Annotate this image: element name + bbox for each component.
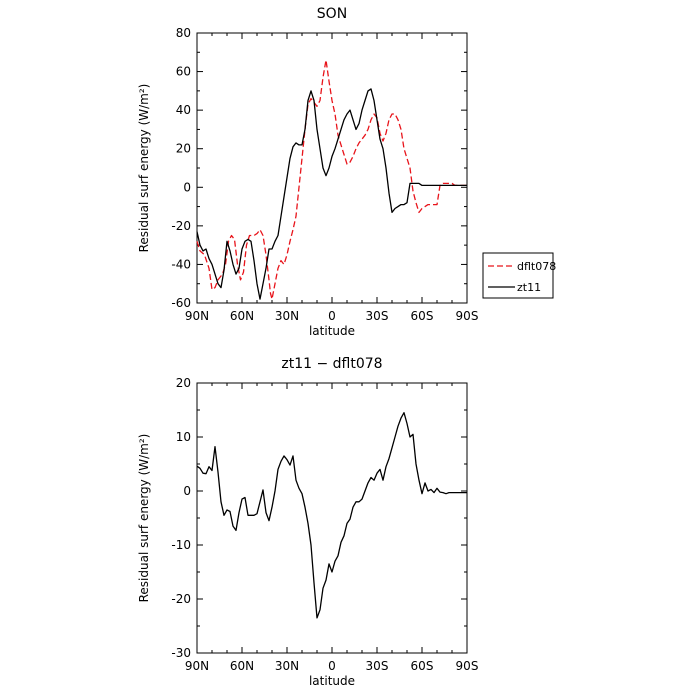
y-axis-label: Residual surf energy (W/m²) bbox=[137, 84, 151, 253]
x-tick-label: 90S bbox=[456, 309, 479, 323]
x-tick-label: 90N bbox=[185, 659, 209, 673]
x-tick-label: 90N bbox=[185, 309, 209, 323]
legend: dflt078 zt11 bbox=[482, 252, 556, 299]
y-tick-label: 80 bbox=[176, 26, 191, 40]
y-tick-label: -30 bbox=[171, 646, 191, 660]
series-line-zt11 bbox=[196, 88, 467, 300]
legend-label-dflt078: dflt078 bbox=[517, 260, 556, 273]
y-tick-label: -20 bbox=[171, 219, 191, 233]
y-tick-label: -10 bbox=[171, 538, 191, 552]
y-tick-label: 10 bbox=[176, 430, 191, 444]
x-tick-label: 90S bbox=[456, 659, 479, 673]
y-tick-label: -60 bbox=[171, 296, 191, 310]
y-tick-label: 20 bbox=[176, 376, 191, 390]
x-tick-label: 0 bbox=[328, 309, 336, 323]
y-tick-label: 20 bbox=[176, 142, 191, 156]
x-axis-label: latitude bbox=[309, 324, 355, 338]
chart-panel-1: SON -60 -40 -20 0 20 40 60 80 90N 60N 30N 0 30S 60S 90S… bbox=[137, 6, 556, 338]
y-tick-label: 40 bbox=[176, 103, 191, 117]
y-tick-label: -20 bbox=[171, 592, 191, 606]
x-tick-label: 30S bbox=[366, 309, 389, 323]
series-line-1 bbox=[196, 412, 467, 619]
x-tick-label: 30N bbox=[275, 309, 299, 323]
y-axis-label: Residual surf energy (W/m²) bbox=[137, 434, 151, 603]
x-tick-label: 30N bbox=[275, 659, 299, 673]
y-tick-label: -40 bbox=[171, 257, 191, 271]
x-tick-label: 60S bbox=[411, 309, 434, 323]
series-line-dflt078 bbox=[196, 59, 467, 300]
x-tick-label: 0 bbox=[328, 659, 336, 673]
y-tick-label: 0 bbox=[183, 180, 191, 194]
x-axis-label: latitude bbox=[309, 674, 355, 688]
chart-title: zt11 − dflt078 bbox=[281, 356, 382, 372]
legend-label-zt11: zt11 bbox=[517, 281, 541, 294]
x-tick-label: 60N bbox=[230, 659, 254, 673]
y-tick-label: 0 bbox=[183, 484, 191, 498]
legend-box bbox=[482, 252, 554, 299]
chart-panel-2: zt11 − dflt078 -30 -20 -10 0 10 20 90N 60N 30N 0 30… bbox=[137, 356, 478, 688]
y-tick-label: 60 bbox=[176, 65, 191, 79]
x-tick-label: 60N bbox=[230, 309, 254, 323]
chart-title: SON bbox=[317, 6, 347, 22]
x-tick-label: 30S bbox=[366, 659, 389, 673]
x-tick-label: 60S bbox=[411, 659, 434, 673]
